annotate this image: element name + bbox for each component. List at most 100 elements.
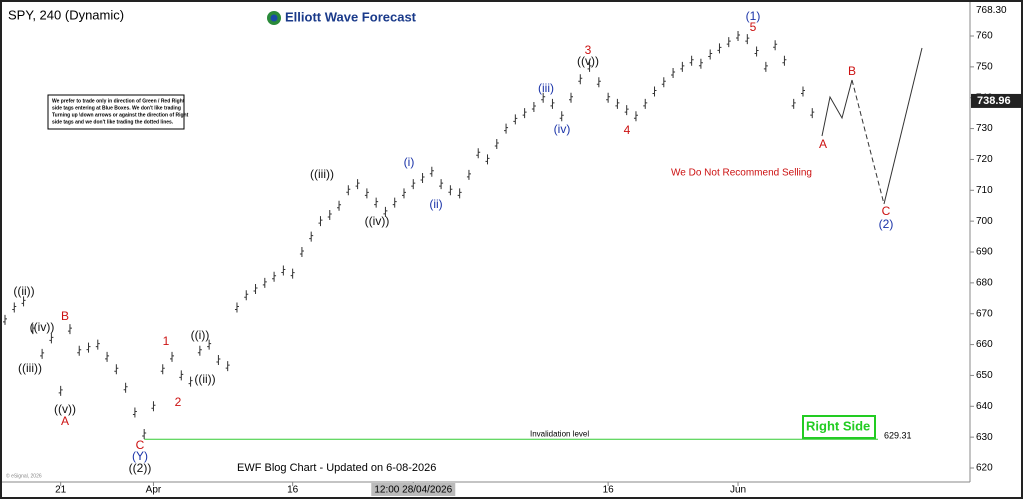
y-tick-label: 710 [976,185,993,196]
projection [821,79,853,137]
wave-label: C [882,204,891,218]
price-bar [86,342,91,353]
projection-dashed [851,79,885,205]
price-bar [717,43,722,54]
y-tick-label: 630 [976,432,993,443]
note-box [47,94,185,130]
wave-label: ((2)) [129,461,152,475]
price-bar [411,179,416,190]
price-bar [708,49,713,60]
price-bar [197,345,202,356]
price-bar [587,61,592,72]
y-tick-label: 620 [976,463,993,474]
right-side-box[interactable] [802,415,876,439]
price-bar [337,200,342,211]
price-bar [327,209,332,220]
wave-label: ((i)) [191,328,210,342]
price-bar [466,169,471,180]
price-bar [606,92,611,103]
cursor-date-bg [371,483,456,496]
wave-label: (iv) [554,122,571,136]
y-tick-label: 640 [976,401,993,412]
wave-label: (1) [746,9,761,23]
price-bar [12,302,17,313]
wave-label: (ii) [429,197,442,211]
price-bar [791,98,796,109]
price-bar [485,154,490,165]
price-bar [420,172,425,183]
price-bar [170,351,175,362]
price-bar [123,382,128,393]
price-bar [114,364,119,375]
wave-label: (iii) [538,81,554,95]
price-bar [448,185,453,196]
price-bar [494,139,499,150]
wave-label: B [61,309,69,323]
price-bar [439,179,444,190]
price-bar [596,77,601,88]
footer: EWF Blog Chart - Updated on 6-08-2026 [237,462,436,474]
y-tick-label: 690 [976,247,993,258]
price-bar [476,148,481,159]
right-side[interactable]: Right Side [806,418,870,433]
price-bar [30,324,35,335]
price-bar [773,40,778,51]
price-bar [207,339,212,350]
price-bar [272,271,277,282]
price-bar [364,188,369,199]
y-tick-label: 650 [976,370,993,381]
wave-label: ((iii)) [310,167,334,181]
price-bar [782,55,787,66]
price-bar [151,401,156,412]
wave-label: ((iv)) [30,320,55,334]
brand: Elliott Wave Forecast [285,9,417,24]
wave-label: 4 [624,123,631,137]
top-label-bg [972,4,1020,17]
wave-label: B [848,64,856,78]
chart-title: SPY, 240 (Dynamic) [8,7,124,22]
price-bar [299,247,304,258]
price-bar [244,290,249,301]
price-bar [726,37,731,48]
wave-label: A [61,414,69,428]
note-line: We prefer to trade only in direction of … [52,98,185,104]
price-bar [49,333,54,344]
y-tick-label: 680 [976,278,993,289]
y-tick-label: 660 [976,339,993,350]
price-bar [513,114,518,125]
price-bar [401,188,406,199]
price-bar [800,86,805,97]
top-label: 768.30 [976,5,1007,16]
wave-label: C [136,438,145,452]
warning: We Do Not Recommend Selling [671,168,812,179]
projection [883,47,923,205]
price-bar [3,314,7,325]
price-bar [21,296,26,307]
y-tick-label: 760 [976,31,993,42]
price-bar [736,31,741,42]
price-bar [522,108,527,119]
last-price-bg [971,93,1021,108]
invalidation-value: 629.31 [884,431,912,441]
wave-label: (2) [879,217,894,231]
note-line: side tags and we don't like trading the … [52,119,174,125]
copyright: © eSignal, 2026 [6,472,42,479]
price-bar [550,98,555,109]
price-bar [179,370,184,381]
x-tick-label: 21 [55,485,67,496]
price-bar [383,206,388,217]
price-bar [262,277,267,288]
wave-label: ((v)) [54,402,76,416]
wave-label: ((v)) [577,54,599,68]
price-bar [253,284,258,295]
price-bar [58,385,63,396]
price-bar [661,77,666,88]
note-line: Turning up \down arrows or against the d… [52,112,189,118]
price-bar [281,265,286,276]
price-bar [67,324,72,335]
price-bar [374,197,379,208]
price-bar [392,197,397,208]
price-bar [689,55,694,66]
invalidation-text: Invalidation level [530,429,589,438]
